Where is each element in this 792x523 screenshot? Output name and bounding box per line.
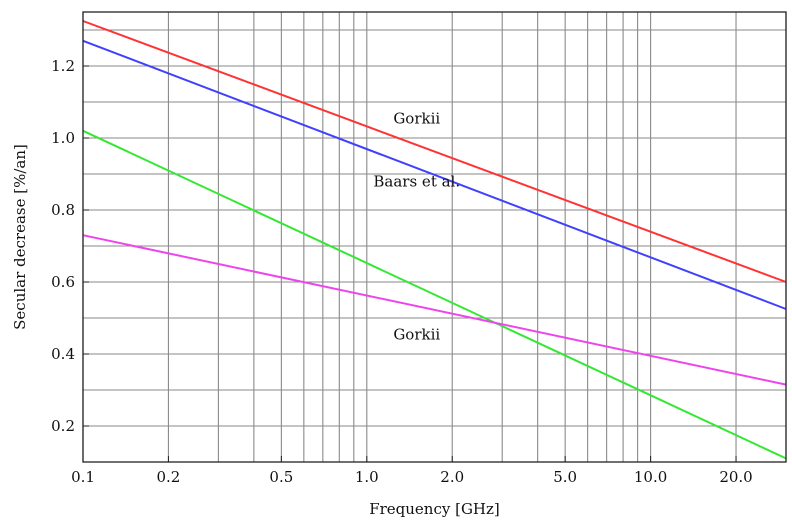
series-layer — [82, 20, 787, 460]
x-tick-label: 10.0 — [634, 468, 667, 486]
x-tick-label: 5.0 — [553, 468, 577, 486]
annotation-label: Baars et al. — [373, 173, 460, 191]
x-tick-label: 0.2 — [157, 468, 181, 486]
y-tick-label: 1.2 — [51, 57, 75, 75]
x-axis-label: Frequency [GHz] — [369, 500, 500, 518]
x-tick-label: 2.0 — [440, 468, 464, 486]
series-line-1 — [82, 20, 787, 283]
y-tick-label: 1.0 — [51, 129, 75, 147]
axis-ticks: 0.1 0.2 0.5 1.0 2.0 5.0 10.0 20.0 0.2 0.4 0.6 0.8 1.… — [51, 57, 753, 486]
y-tick-label: 0.6 — [51, 273, 75, 291]
series-line-3 — [82, 129, 787, 460]
x-tick-label: 0.1 — [71, 468, 95, 486]
grid — [82, 12, 787, 463]
annotation-label: Gorkii — [393, 110, 440, 128]
y-axis-label: Secular decrease [%/an] — [11, 144, 29, 330]
y-tick-label: 0.8 — [51, 201, 75, 219]
annotation-label: Gorkii — [393, 326, 440, 344]
annotations: Gorkii Baars et al. Gorkii — [373, 110, 460, 344]
x-tick-label: 20.0 — [719, 468, 752, 486]
series-line-4 — [82, 234, 787, 386]
x-tick-label: 1.0 — [355, 468, 379, 486]
y-tick-label: 0.4 — [51, 345, 75, 363]
x-tick-label: 0.5 — [269, 468, 293, 486]
y-tick-label: 0.2 — [51, 417, 75, 435]
series-line-2 — [82, 39, 787, 310]
plot-frame — [82, 11, 787, 463]
